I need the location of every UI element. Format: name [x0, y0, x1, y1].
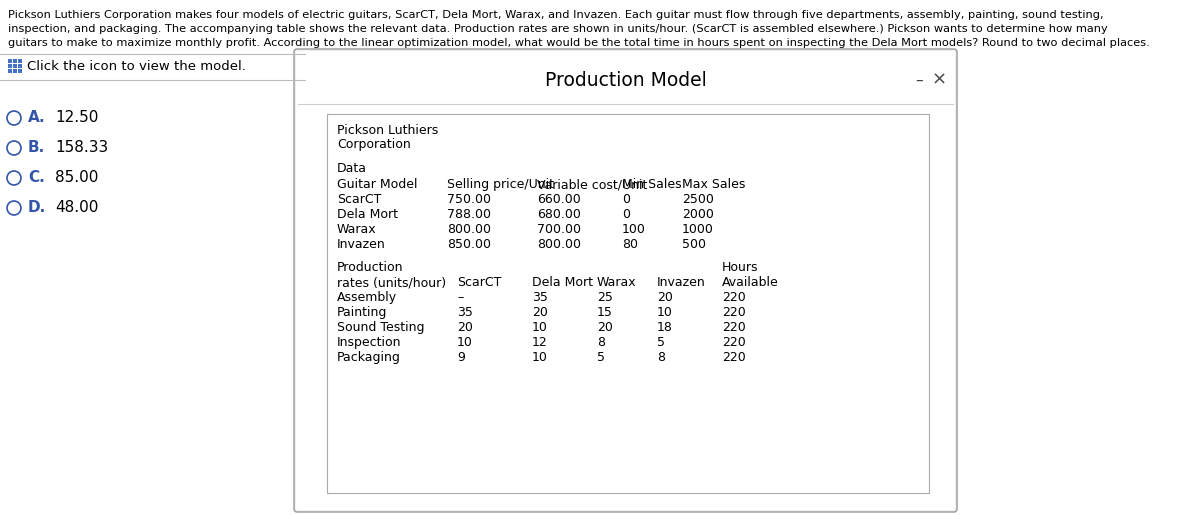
Text: Available: Available: [722, 276, 779, 289]
Circle shape: [7, 141, 22, 155]
Text: 10: 10: [532, 351, 548, 364]
Text: 100: 100: [622, 223, 646, 236]
Text: Guitar Model: Guitar Model: [337, 178, 418, 191]
Text: 788.00: 788.00: [446, 208, 491, 221]
Text: 10: 10: [532, 321, 548, 334]
FancyBboxPatch shape: [294, 49, 958, 512]
Text: Painting: Painting: [337, 306, 388, 319]
Text: 10: 10: [457, 336, 473, 349]
Text: 8: 8: [598, 336, 605, 349]
Text: 1000: 1000: [682, 223, 714, 236]
Text: –: –: [457, 291, 463, 304]
Text: C.: C.: [28, 170, 44, 185]
Text: Hours: Hours: [722, 261, 758, 274]
Circle shape: [7, 171, 22, 185]
Text: Variable cost/Unit: Variable cost/Unit: [538, 178, 647, 191]
Text: B.: B.: [28, 141, 46, 156]
Bar: [18, 59, 22, 63]
Text: 85.00: 85.00: [55, 170, 98, 185]
Text: ×: ×: [931, 71, 947, 89]
Text: Selling price/Unit: Selling price/Unit: [446, 178, 554, 191]
Text: 20: 20: [598, 321, 613, 334]
Text: 220: 220: [722, 306, 745, 319]
Text: 750.00: 750.00: [446, 193, 491, 206]
Text: 25: 25: [598, 291, 613, 304]
FancyBboxPatch shape: [296, 51, 955, 510]
Text: Corporation: Corporation: [337, 138, 410, 151]
Text: A.: A.: [28, 111, 46, 126]
Bar: [326, 114, 929, 493]
Text: 12.50: 12.50: [55, 111, 98, 126]
Text: 35: 35: [532, 291, 548, 304]
Text: 80: 80: [622, 238, 638, 251]
Text: 10: 10: [658, 306, 673, 319]
Text: 5: 5: [598, 351, 605, 364]
Bar: [8, 59, 12, 63]
Text: Click the icon to view the model.: Click the icon to view the model.: [28, 60, 246, 73]
Text: 700.00: 700.00: [538, 223, 581, 236]
Text: Inspection: Inspection: [337, 336, 402, 349]
Text: 220: 220: [722, 321, 745, 334]
Text: –: –: [916, 73, 923, 88]
Text: Min Sales: Min Sales: [622, 178, 682, 191]
Text: Packaging: Packaging: [337, 351, 401, 364]
Text: Data: Data: [337, 162, 367, 175]
Bar: [18, 64, 22, 68]
Text: 850.00: 850.00: [446, 238, 491, 251]
Text: 0: 0: [622, 193, 630, 206]
Text: 220: 220: [722, 336, 745, 349]
Text: Max Sales: Max Sales: [682, 178, 745, 191]
Text: 20: 20: [532, 306, 548, 319]
Text: guitars to make to maximize monthly profit. According to the linear optimization: guitars to make to maximize monthly prof…: [8, 38, 1150, 48]
Text: inspection, and packaging. The accompanying table shows the relevant data. Produ: inspection, and packaging. The accompany…: [8, 24, 1108, 34]
Circle shape: [7, 201, 22, 215]
Text: 660.00: 660.00: [538, 193, 581, 206]
Circle shape: [7, 111, 22, 125]
Text: 220: 220: [722, 291, 745, 304]
Text: 680.00: 680.00: [538, 208, 581, 221]
Text: 220: 220: [722, 351, 745, 364]
Text: 12: 12: [532, 336, 547, 349]
Text: 5: 5: [658, 336, 665, 349]
Text: Assembly: Assembly: [337, 291, 397, 304]
Text: 35: 35: [457, 306, 473, 319]
Text: 2500: 2500: [682, 193, 714, 206]
Bar: [13, 64, 17, 68]
Text: 2000: 2000: [682, 208, 714, 221]
Text: Pickson Luthiers: Pickson Luthiers: [337, 124, 438, 137]
Text: Sound Testing: Sound Testing: [337, 321, 425, 334]
Text: ScarCT: ScarCT: [337, 193, 382, 206]
Text: Invazen: Invazen: [337, 238, 385, 251]
Text: 18: 18: [658, 321, 673, 334]
Text: 800.00: 800.00: [446, 223, 491, 236]
Text: Production Model: Production Model: [545, 71, 707, 90]
Text: 0: 0: [622, 208, 630, 221]
Text: Production: Production: [337, 261, 403, 274]
Text: 20: 20: [658, 291, 673, 304]
Text: 9: 9: [457, 351, 464, 364]
Text: Dela Mort: Dela Mort: [532, 276, 593, 289]
Text: Pickson Luthiers Corporation makes four models of electric guitars, ScarCT, Dela: Pickson Luthiers Corporation makes four …: [8, 10, 1104, 20]
Bar: [8, 64, 12, 68]
Bar: [8, 69, 12, 73]
Text: 48.00: 48.00: [55, 200, 98, 215]
Text: 8: 8: [658, 351, 665, 364]
Text: Invazen: Invazen: [658, 276, 706, 289]
Bar: [13, 59, 17, 63]
Text: 20: 20: [457, 321, 473, 334]
Bar: [18, 69, 22, 73]
Text: rates (units/hour): rates (units/hour): [337, 276, 446, 289]
Text: 500: 500: [682, 238, 706, 251]
Text: 158.33: 158.33: [55, 141, 108, 156]
Text: ScarCT: ScarCT: [457, 276, 502, 289]
Text: 800.00: 800.00: [538, 238, 581, 251]
Text: Dela Mort: Dela Mort: [337, 208, 398, 221]
Text: 15: 15: [598, 306, 613, 319]
Text: D.: D.: [28, 200, 47, 215]
Text: Warax: Warax: [337, 223, 377, 236]
Bar: [13, 69, 17, 73]
Text: Warax: Warax: [598, 276, 637, 289]
